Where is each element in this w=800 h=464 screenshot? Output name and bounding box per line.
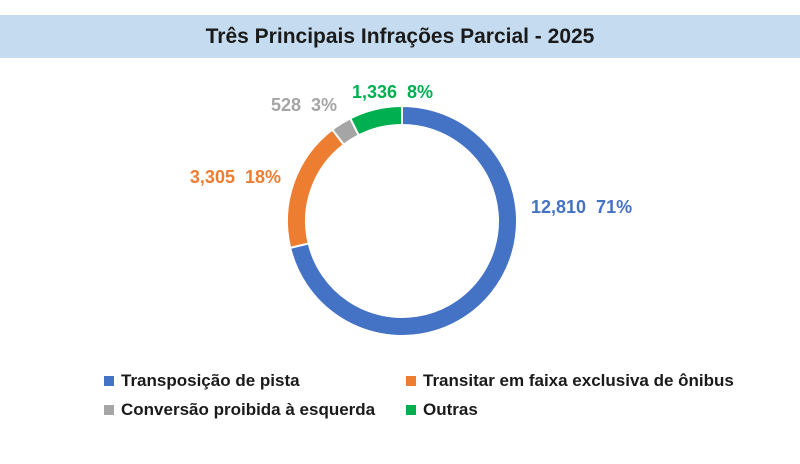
legend-label-transposicao: Transposição de pista — [121, 371, 300, 390]
legend-label-faixa-onibus: Transitar em faixa exclusiva de ônibus — [423, 371, 734, 390]
legend-label-outras: Outras — [423, 400, 478, 419]
legend-swatch-transposicao — [104, 376, 114, 386]
legend-swatch-outras — [406, 405, 416, 415]
donut-slice-transposicao — [288, 104, 518, 337]
data-label-conversao: 528 3% — [271, 95, 337, 115]
donut-slice-outras — [348, 104, 403, 137]
donut-slice-faixa-onibus — [286, 128, 346, 250]
data-label-outras: 1,336 8% — [352, 82, 433, 102]
legend-item-faixa-onibus: Transitar em faixa exclusiva de ônibus — [406, 371, 734, 391]
legend-item-transposicao: Transposição de pista — [104, 371, 300, 391]
legend-swatch-conversao — [104, 405, 114, 415]
legend-item-outras: Outras — [406, 400, 478, 420]
legend-label-conversao: Conversão proibida à esquerda — [121, 400, 376, 419]
data-label-transposicao: 12,810 71% — [531, 197, 632, 217]
chart-title-bar: Três Principais Infrações Parcial - 2025 — [0, 15, 800, 58]
legend-item-conversao: Conversão proibida à esquerda — [104, 400, 375, 420]
legend-swatch-faixa-onibus — [406, 376, 416, 386]
data-label-faixa-onibus: 3,305 18% — [190, 167, 281, 187]
chart-title: Três Principais Infrações Parcial - 2025 — [205, 24, 595, 48]
